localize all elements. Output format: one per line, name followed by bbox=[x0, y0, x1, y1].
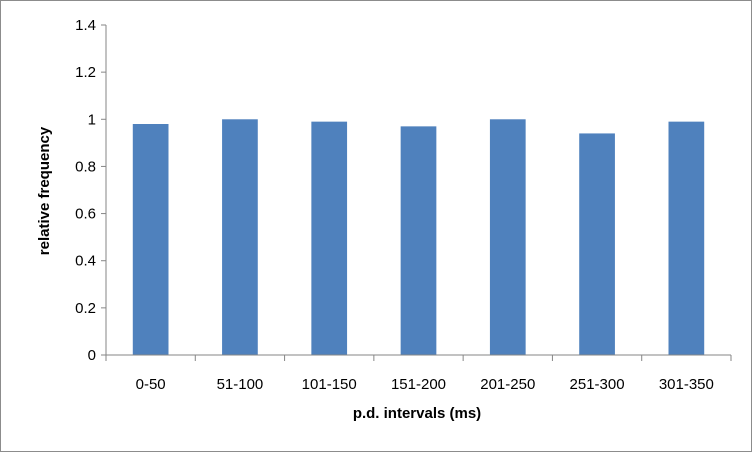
y-tick-label: 0.6 bbox=[75, 206, 96, 223]
y-tick-label: 0.4 bbox=[75, 253, 96, 270]
bar-151-200 bbox=[400, 126, 437, 355]
x-tick-label: 0-50 bbox=[136, 376, 166, 393]
x-tick-label: 201-250 bbox=[480, 376, 535, 393]
y-tick-label: 0 bbox=[88, 347, 96, 364]
y-axis-title: relative frequency bbox=[36, 126, 53, 255]
x-tick-label: 51-100 bbox=[217, 376, 264, 393]
x-axis-title: p.d. intervals (ms) bbox=[353, 405, 481, 422]
y-tick-label: 1.2 bbox=[75, 64, 96, 81]
y-tick-label: 1.4 bbox=[75, 17, 96, 34]
bar-201-250 bbox=[489, 119, 526, 355]
x-tick-label: 251-300 bbox=[570, 376, 625, 393]
bar-51-100 bbox=[222, 119, 258, 355]
x-tick-label: 101-150 bbox=[302, 376, 357, 393]
bar-0-50 bbox=[132, 124, 169, 355]
y-tick-label: 0.8 bbox=[75, 158, 96, 175]
bar-101-150 bbox=[311, 121, 348, 355]
bar-251-300 bbox=[579, 133, 615, 355]
y-axis: 0 0.2 0.4 0.6 0.8 1 1.2 1.4 bbox=[75, 17, 107, 364]
y-tick-label: 0.2 bbox=[75, 300, 96, 317]
x-tick-label: 151-200 bbox=[391, 376, 446, 393]
y-tick-label: 1 bbox=[88, 111, 96, 128]
x-axis: 0-50 51-100 101-150 151-200 201-250 251-300 30… bbox=[105, 354, 732, 393]
bars-group bbox=[132, 119, 705, 355]
bar-301-350 bbox=[668, 121, 705, 355]
x-tick-label: 301-350 bbox=[659, 376, 714, 393]
